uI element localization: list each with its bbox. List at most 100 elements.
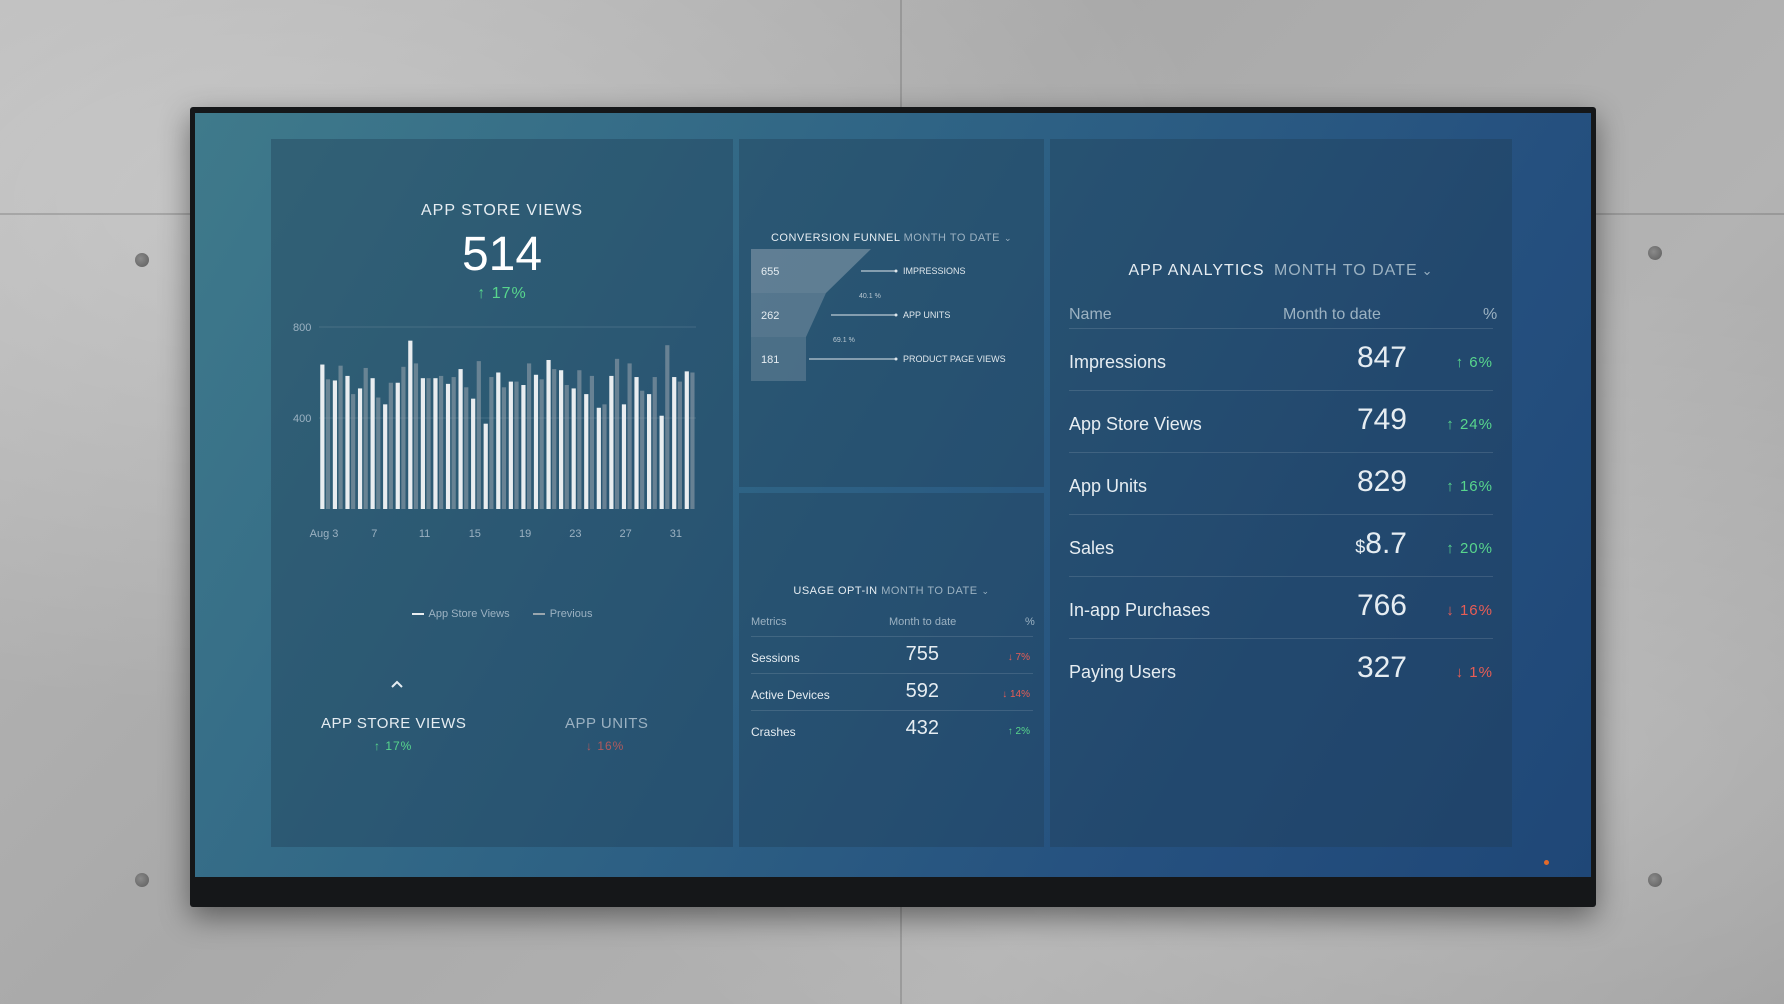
wall-bolt [1648,246,1662,260]
bar-previous [690,372,695,509]
bar-previous [451,377,456,509]
x-tick-label: Aug 3 [310,528,339,540]
table-row-value: 749 [1357,403,1407,437]
table-row-change: ↓ 1% [1455,664,1493,681]
table-row-value: 847 [1357,341,1407,375]
table-row-name: Active Devices [751,688,830,702]
bar-current [621,404,627,509]
legend-swatch-previous [532,613,545,616]
row-divider [751,636,1033,637]
metric-tab-change: ↓ 16% [586,739,625,753]
bar-current [584,394,589,509]
funnel-value: 655 [761,266,779,278]
bar-current [596,407,601,509]
usage-title: USAGE OPT-IN [793,585,878,597]
value-number: 749 [1356,403,1407,436]
column-header-name: Name [1069,306,1112,323]
metric-tab-change: ↑ 17% [374,739,413,753]
funnel-stage-label: PRODUCT PAGE VIEWS [903,354,1006,364]
table-row-value: 755 [905,643,939,665]
chevron-down-icon: ⌄ [1003,233,1013,243]
table-row-name: Crashes [751,725,796,739]
table-row-value: 432 [905,717,939,739]
bar-current [521,385,526,509]
bar-current [471,398,476,509]
row-divider [751,710,1033,711]
bar-current [320,364,325,509]
funnel-value: 181 [761,354,779,366]
value-number: 829 [1356,465,1407,498]
chart-legend: App Store Views Previous [271,608,733,620]
period-dropdown[interactable]: MONTH TO DATE ⌄ [881,585,989,597]
bar-previous [627,363,632,509]
table-row-change: ↓ 16% [1446,602,1493,619]
funnel-value: 262 [761,310,779,322]
period-label: MONTH TO DATE [903,232,1000,244]
bar-previous [464,387,469,509]
funnel-stage-label: IMPRESSIONS [903,266,966,276]
table-row-value: 829 [1357,465,1407,499]
y-tick-label: 800 [293,322,311,334]
currency-prefix: $ [1355,537,1366,557]
usage-opt-in-widget: USAGE OPT-IN MONTH TO DATE ⌄ Metrics Mont… [739,493,1044,847]
funnel-title: CONVERSION FUNNEL [770,232,901,244]
bar-previous [640,390,645,509]
bar-current [370,378,375,509]
bar-current [357,388,363,509]
bar-current [659,415,664,509]
bar-previous [526,363,532,509]
widget-title: USAGE OPT-IN MONTH TO DATE ⌄ [739,585,1044,597]
table-row-name: In-app Purchases [1069,600,1211,620]
bar-current [634,377,639,509]
bar-previous [401,366,406,509]
bar-previous [602,404,607,509]
funnel-stage-label: APP UNITS [903,310,950,320]
app-analytics-widget: APP ANALYTICS MONTH TO DATE ⌄ Name Month … [1050,139,1512,847]
row-divider [1069,390,1493,391]
row-divider [751,673,1033,674]
x-tick-label: 23 [569,528,581,540]
metric-tab-app-units[interactable]: APP UNITS [565,715,649,732]
bar-current [420,378,425,509]
bar-previous [489,377,494,509]
dashboard-screen: APP STORE VIEWS 514 ↑ 17% 800 400 Aug 3 7 11… [195,113,1591,877]
bar-previous [514,381,519,509]
row-divider [1069,328,1493,329]
app-store-views-widget: APP STORE VIEWS 514 ↑ 17% 800 400 Aug 3 7 11… [271,139,733,847]
bar-previous [564,385,569,509]
bar-current [609,375,614,509]
bar-current [332,380,338,509]
legend-swatch-current [411,613,424,616]
power-indicator [1544,860,1549,865]
column-header-percent: % [1483,306,1498,323]
chevron-up-icon[interactable] [391,678,403,690]
y-tick-label: 400 [293,413,311,425]
x-tick-label: 27 [620,528,632,540]
bar-current [483,423,488,509]
bar-current [571,388,576,509]
bar-previous [665,345,670,509]
funnel-rate: 40.1 % [859,293,881,300]
bar-previous [652,377,657,509]
period-dropdown[interactable]: MONTH TO DATE ⌄ [904,232,1012,244]
x-tick-label: 11 [419,528,430,540]
table-row-change: ↑ 6% [1455,354,1493,371]
wall-bolt [135,873,149,887]
value-number: 327 [1356,651,1407,684]
table-row-name: App Units [1069,476,1148,496]
bar-previous [501,387,507,509]
value-number: 8.7 [1365,527,1407,560]
column-header-percent: % [1025,616,1035,628]
table-row-value: $8.7 [1355,527,1407,561]
metric-tab-app-store-views[interactable]: APP STORE VIEWS [321,715,467,732]
wall-bolt [1648,873,1662,887]
column-header-month-to-date: Month to date [1283,306,1381,323]
bar-previous [552,369,557,509]
bar-previous [351,394,356,509]
table-row-value: 327 [1357,651,1407,685]
bar-previous [388,382,393,509]
x-tick-label: 7 [371,528,377,540]
value-number: 847 [1356,341,1407,374]
period-dropdown[interactable]: MONTH TO DATE ⌄ [1274,262,1434,279]
x-tick-label: 31 [670,528,682,540]
